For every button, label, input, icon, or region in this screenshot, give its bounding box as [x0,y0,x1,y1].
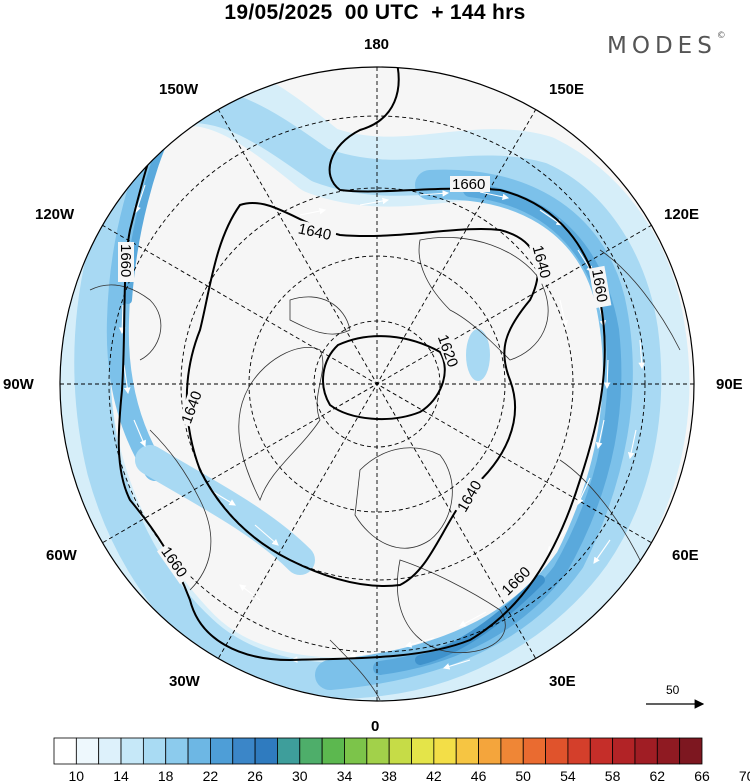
brand-text: MODES [607,33,717,59]
lon-label-150w: 150W [159,81,199,98]
colorbar-tick-label: 46 [470,768,487,784]
colorbar-swatch [277,737,301,765]
lon-label-60w: 60W [46,547,77,564]
colorbar-swatch [634,737,658,765]
colorbar-tick-label: 58 [604,768,621,784]
graticule [60,67,694,701]
colorbar-tick-label: 54 [560,768,576,784]
colorbar-tick-label: 22 [202,768,219,784]
colorbar-swatch [53,737,77,765]
lon-label-90w: 90W [3,376,34,393]
colorbar-tick-label: 70 [738,768,750,784]
map-title: 19/05/2025 00 UTC + 144 hrs [224,1,526,24]
colorbar-swatch [433,737,457,765]
contour-label-1660-east: 1660 [588,268,611,304]
lon-label-30w: 30W [169,673,200,690]
colorbar-swatch [210,737,234,765]
colorbar-swatch [612,737,636,765]
colorbar-tick-label: 62 [649,768,666,784]
colorbar-swatch [500,737,524,765]
lon-label-150e: 150E [549,81,585,98]
colorbar-swatch [142,737,167,765]
lon-label-180: 180 [364,36,390,53]
lon-label-30e: 30E [549,673,576,690]
colorbar-swatch [75,737,100,765]
lon-label-120e: 120E [664,206,700,223]
colorbar-swatch [344,737,368,765]
colorbar-swatch [232,737,256,765]
colorbar [53,737,703,765]
colorbar-tick-label: 38 [381,768,397,784]
wind-shading [60,67,690,701]
colorbar-tick-label: 66 [694,768,710,784]
lon-label-60e: 60E [672,547,699,564]
contour-1620 [322,335,446,421]
colorbar-swatch [187,737,211,765]
modes-logo: MODES© [607,31,726,59]
colorbar-swatch [299,737,323,765]
contour-label-1640-north: 1640 [297,220,333,244]
colorbar-tick-label: 42 [426,768,442,784]
lon-label-0: 0 [371,718,380,735]
colorbar-tick-label: 18 [157,768,174,784]
colorbar-swatch [321,737,345,765]
lon-label-120w: 120W [35,206,75,223]
colorbar-swatch [366,737,390,765]
lon-label-90e: 90E [716,376,743,393]
colorbar-swatch [388,737,412,765]
colorbar-swatch [478,737,502,765]
colorbar-tick-label: 34 [336,768,353,784]
contour-label-1660-west: 1660 [117,244,134,277]
colorbar-tick-label: 30 [292,768,308,784]
colorbar-tick-label: 14 [113,768,129,784]
colorbar-swatch [589,737,614,765]
colorbar-swatch [120,737,144,765]
contour-label-1660-north: 1660 [452,176,485,193]
copyright-mark: © [716,31,726,41]
colorbar-swatch [411,737,435,765]
colorbar-swatch [98,737,122,765]
colorbar-swatch [455,737,479,765]
colorbar-swatch [254,737,278,765]
map-border [59,66,695,702]
colorbar-swatch [567,737,591,765]
colorbar-swatch [656,737,681,765]
colorbar-swatch [165,737,189,765]
contour-1660 [117,67,606,662]
colorbar-swatch [679,737,703,765]
reference-vector-label: 50 [666,683,680,697]
colorbar-swatch [545,737,569,765]
colorbar-tick-label: 10 [68,768,85,784]
colorbar-swatch [522,737,546,765]
colorbar-tick-label: 50 [515,768,531,784]
colorbar-tick-label: 26 [247,768,263,784]
